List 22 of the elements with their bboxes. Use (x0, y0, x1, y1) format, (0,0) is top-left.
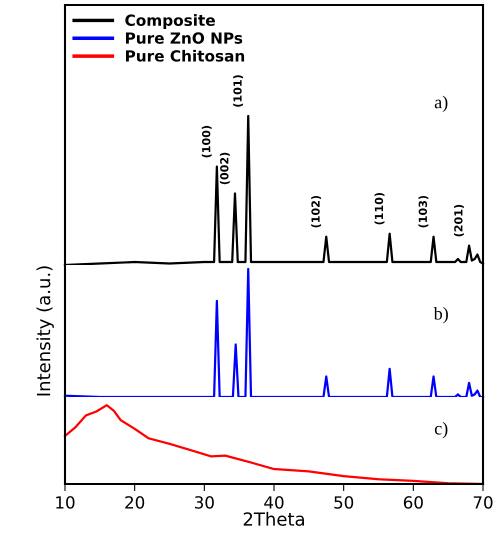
annotation: (101) (233, 75, 244, 107)
text: a) (434, 96, 448, 112)
x-tick-label: 40 (264, 496, 284, 509)
x-tick-label: 10 (56, 496, 74, 509)
x-tick-label: 70 (474, 496, 492, 509)
x-tick-label: 50 (334, 496, 354, 509)
legend-label: Pure Chitosan (126, 50, 244, 62)
x-axis-title: 2Theta (244, 512, 304, 526)
x-tick-label: 60 (404, 496, 423, 509)
y-axis-title: Intensity (a.u.) (36, 266, 54, 396)
annotation: (102) (311, 196, 322, 228)
annotation: b) (434, 306, 448, 324)
x-tick-label: 20 (125, 496, 144, 509)
annotation: (201) (454, 204, 464, 236)
annotation: (100) (202, 126, 212, 158)
annotation: c) (434, 422, 448, 438)
x-tick-label: 30 (195, 496, 214, 509)
legend-label: Composite (125, 14, 215, 29)
legend-label: Pure ZnO NPs (126, 32, 242, 44)
annotation: (110) (374, 192, 384, 224)
annotation: (002) (220, 152, 230, 184)
annotation: (103) (418, 196, 428, 228)
